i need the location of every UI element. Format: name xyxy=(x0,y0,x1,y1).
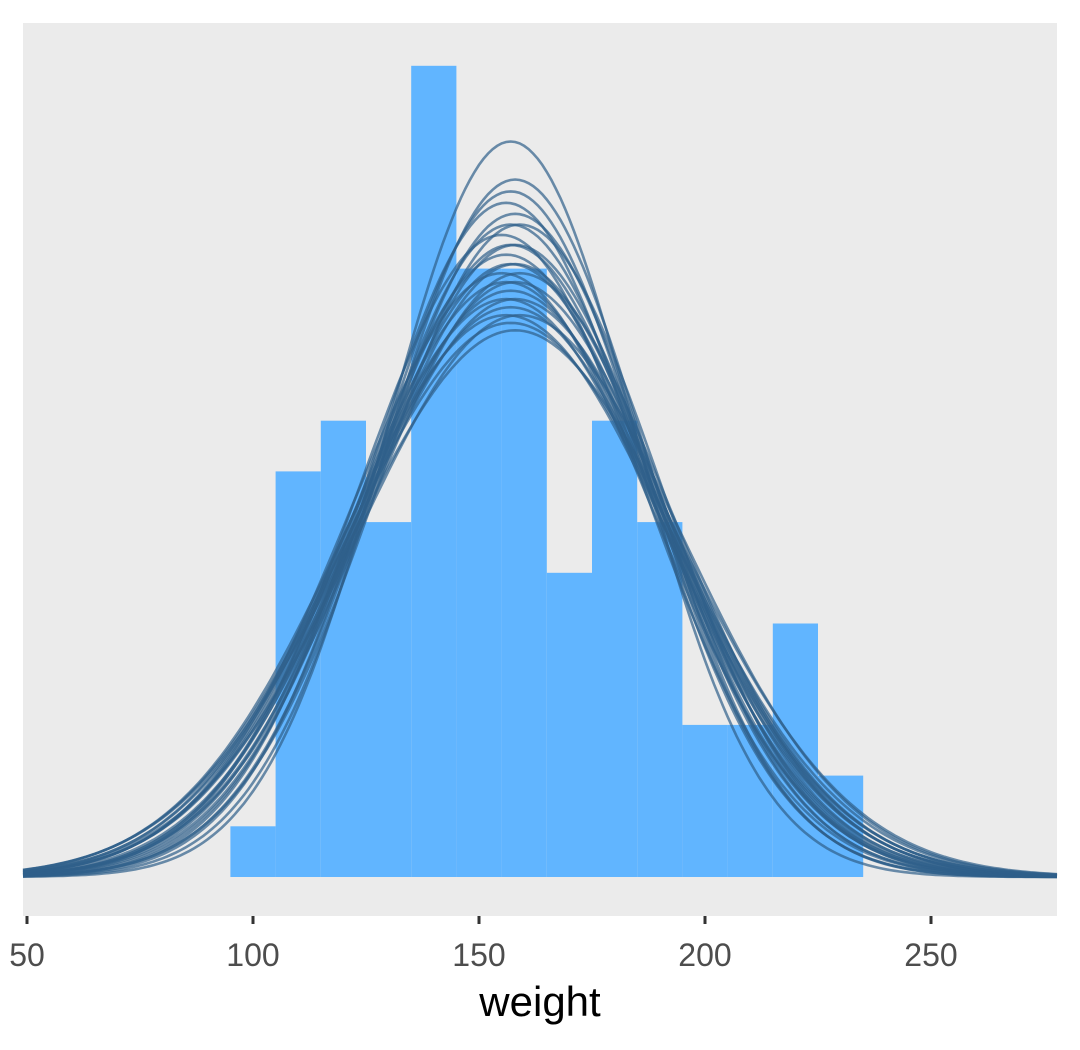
histogram-bar xyxy=(456,268,502,878)
density-curve xyxy=(22,313,1058,876)
density-curves xyxy=(22,140,1058,879)
density-curve xyxy=(22,140,1058,879)
histogram-bar xyxy=(320,420,366,877)
histogram-bar xyxy=(501,268,547,878)
x-axis-title: weight xyxy=(478,978,601,1025)
histogram-bar xyxy=(637,522,683,877)
histogram-bar xyxy=(682,724,728,877)
histogram-bar xyxy=(230,826,276,877)
x-tick-label: 200 xyxy=(678,937,731,973)
histogram-bar xyxy=(366,522,412,877)
x-tick-label: 50 xyxy=(9,937,45,973)
histogram-bar xyxy=(411,65,457,878)
histogram-bar xyxy=(546,572,592,877)
histogram-bar xyxy=(592,420,638,877)
x-axis: 50 100 150 200 250 xyxy=(9,916,958,973)
x-tick-label: 250 xyxy=(904,937,957,973)
x-tick-label: 100 xyxy=(226,937,279,973)
histogram-bars xyxy=(230,65,864,878)
x-tick-label: 150 xyxy=(452,937,505,973)
density-curve xyxy=(22,328,1058,876)
density-curve xyxy=(22,262,1058,878)
